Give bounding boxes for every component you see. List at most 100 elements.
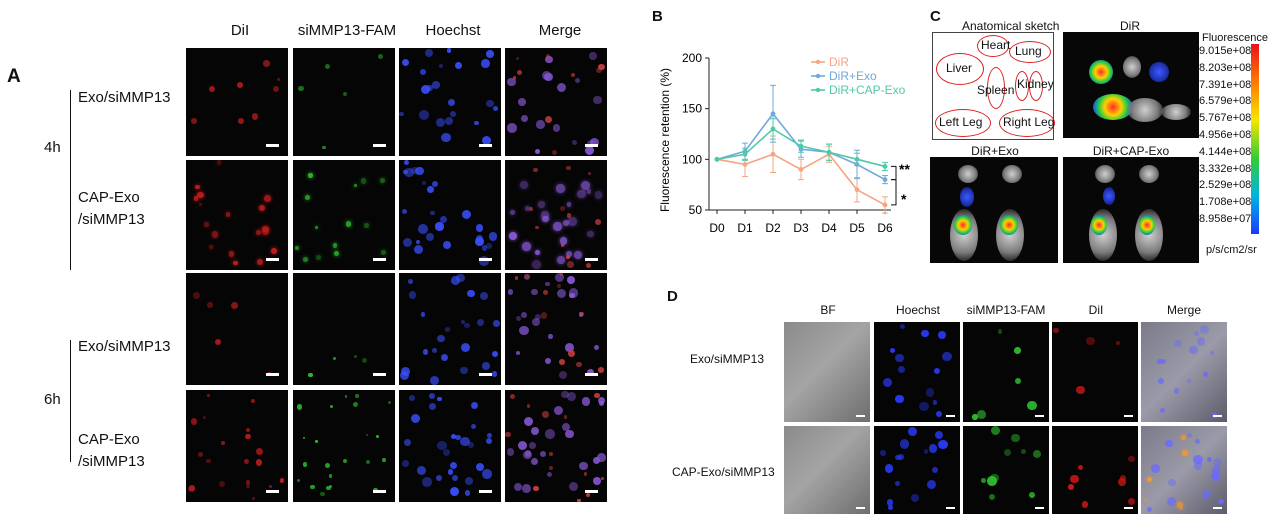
organ-kidney: Kidney [1017,77,1054,91]
cell-signal [584,146,595,156]
cell-signal [588,171,592,176]
sig-bracket-1 [891,165,897,181]
cell-signal [492,351,499,358]
cell-signal [534,250,540,255]
cell-signal [508,289,514,295]
ivis-title-cap: DiR+CAP-Exo [1092,144,1170,158]
cell-signal [900,323,906,329]
cell-signal [410,414,421,424]
cell-signal [332,356,337,360]
cell-signal [380,178,386,183]
cell-signal [932,466,939,473]
organ-liver: Liver [946,61,973,75]
cell-signal [1128,455,1135,463]
x-tick-label: D5 [849,221,865,235]
cell-signal [548,334,553,339]
sig-double-star: ** [899,161,910,177]
legend-label: DiR+Exo [829,69,877,83]
data-point [882,202,888,208]
cell-signal [513,482,522,491]
cell-signal [420,69,427,76]
cell-signal [246,427,251,432]
cell-signal [562,219,569,226]
cell-signal [467,289,475,298]
cell-signal [574,77,581,84]
cell-signal [328,473,333,478]
cell-signal [491,371,498,377]
cell-signal [455,434,461,441]
cell-signal [400,370,410,381]
cell-signal [583,472,588,477]
cell-signal [298,85,304,91]
cell-signal [551,150,557,156]
cell-signal [443,449,451,457]
cell-signal [207,301,213,308]
colorbar-value: 8.203e+08 [1199,61,1252,74]
cell-signal [989,493,996,500]
cell-signal [560,273,564,277]
cell-signal [554,406,564,416]
cell-signal [410,166,418,174]
cell-signal [408,290,417,299]
cell-signal [531,259,542,270]
organ-heart: Heart [981,38,1011,52]
cell-signal [375,434,379,438]
cell-signal [482,362,490,370]
cell-signal [262,225,269,233]
cell-signal [595,219,602,226]
cell-signal [586,188,592,194]
scale-bar [479,490,492,493]
cell-signal [209,244,214,249]
cell-signal [492,320,500,327]
organ-signal [1127,98,1163,122]
cell-signal [535,314,542,321]
row-label-exo-4h: Exo/siMMP13 [78,89,171,106]
cell-signal [302,436,306,440]
cell-signal [926,479,936,489]
colorbar-value: 8.958e+07 [1199,213,1252,225]
cell-signal [587,230,595,238]
cell-signal [344,395,348,398]
cell-signal [401,209,408,215]
cell-signal [1177,502,1184,509]
cell-signal [567,391,577,401]
cell-signal [441,353,448,361]
scale-bar [1035,415,1044,417]
scale-bar [585,490,598,493]
cell-signal [455,61,463,69]
cell-signal [407,279,413,285]
organ-signal [1091,215,1107,235]
cell-signal [475,224,484,232]
cell-signal [1014,346,1021,354]
cell-signal [485,99,494,108]
micrograph-a-r3-c4 [505,273,607,385]
cell-signal [342,91,347,96]
cell-signal [264,194,272,202]
cell-signal [593,476,601,485]
cell-signal [1003,449,1011,457]
data-point [714,156,720,162]
cell-signal [928,444,938,453]
cell-signal [533,167,538,172]
cell-signal [558,358,565,365]
cell-signal [1144,499,1148,503]
micrograph-d-r1-c3 [963,322,1049,422]
scale-bar [266,258,279,261]
cell-signal [403,237,413,247]
scale-bar [946,415,955,417]
cell-signal [485,437,493,445]
cell-signal [578,461,588,471]
cell-signal [576,361,583,368]
cell-signal [294,245,299,251]
cell-signal [942,351,952,361]
d-row-label-exo: Exo/siMMP13 [690,352,765,366]
cell-signal [568,288,579,298]
cell-signal [325,63,331,69]
cell-signal [437,440,447,451]
cell-signal [1160,358,1167,364]
scale-bar [1124,507,1133,509]
left-leg-outline [935,109,991,137]
micrograph-a-r1-c2 [293,48,395,156]
cell-signal [1202,372,1208,378]
micrograph-a-r4-c4 [505,390,607,502]
